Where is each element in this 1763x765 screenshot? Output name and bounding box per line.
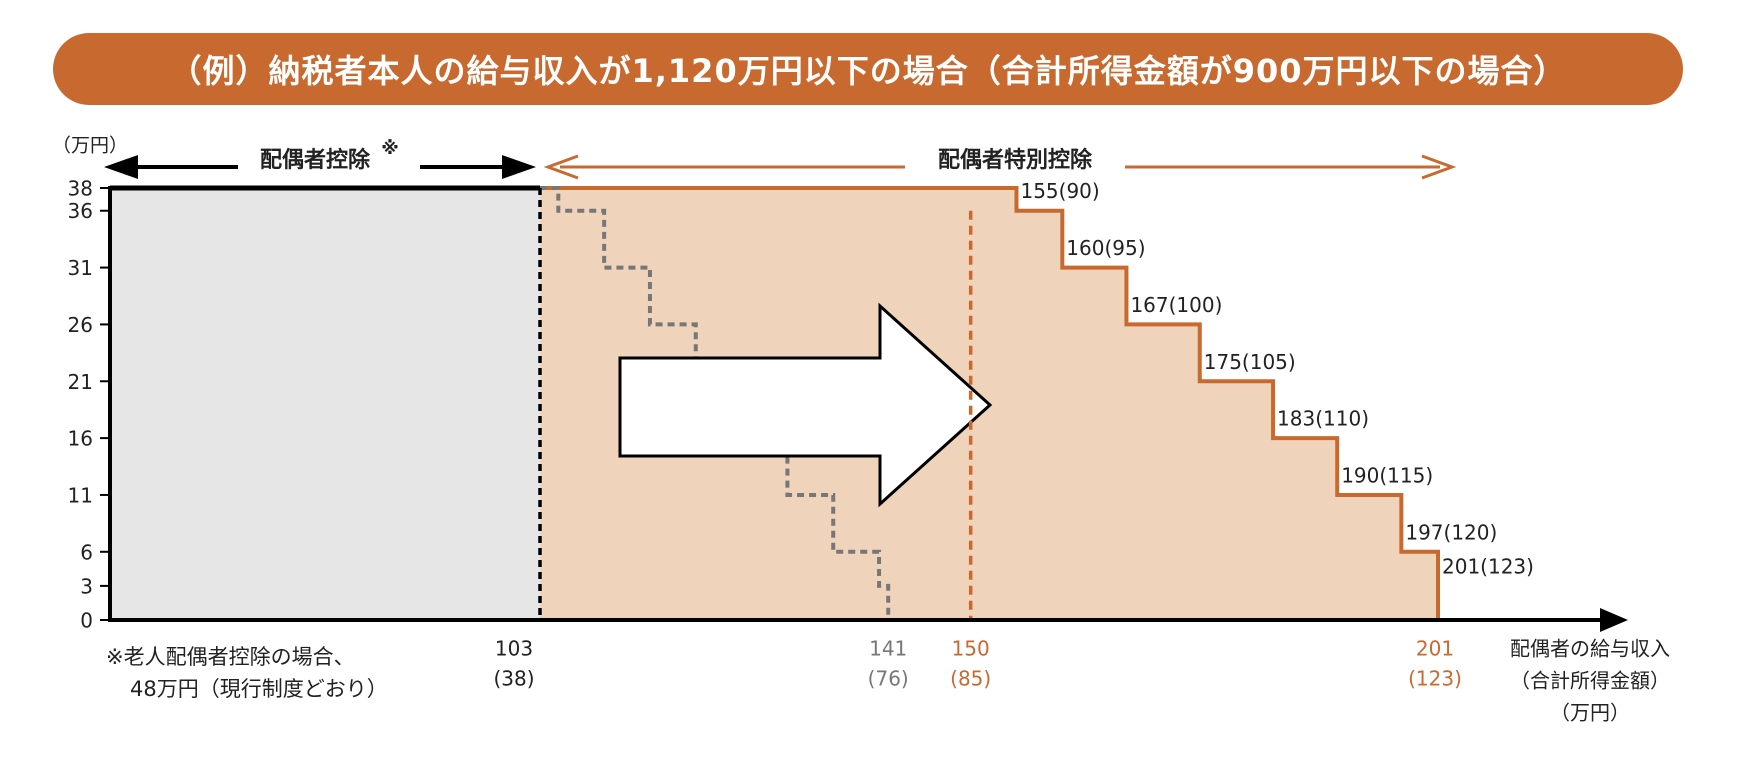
x-marker-sublabel: (123): [1408, 667, 1462, 691]
footnote-line-2: 48万円（現行制度どおり）: [130, 677, 388, 701]
step-label: 167(100): [1130, 293, 1222, 317]
step-label: 183(110): [1277, 407, 1369, 431]
shift-arrow: [618, 302, 993, 508]
spouse-deduction-arrowhead-right: [502, 155, 536, 179]
step-label: 155(90): [1020, 179, 1099, 203]
x-marker-sublabel: (76): [868, 667, 909, 691]
x-axis-arrowhead: [1600, 608, 1628, 632]
footnote-line-1: ※老人配偶者控除の場合、: [106, 645, 355, 669]
x-marker-label: 150: [952, 637, 990, 661]
special-deduction-label: 配偶者特別控除: [938, 147, 1093, 173]
x-marker-label: 201: [1416, 637, 1454, 661]
y-tick-label: 38: [68, 177, 93, 201]
y-tick-label: 6: [80, 540, 93, 564]
chart-title: （例）納税者本人の給与収入が1,120万円以下の場合（合計所得金額が900万円以…: [169, 52, 1567, 90]
chart-texts: 03611162126313638（万円）155(90)160(95)167(1…: [52, 135, 1670, 725]
x-axis-title-line-2: （合計所得金額）: [1510, 669, 1670, 693]
y-tick-label: 11: [68, 483, 93, 507]
y-tick-label: 0: [80, 609, 93, 633]
chart-axes: [100, 154, 1628, 632]
y-tick-label: 26: [68, 313, 93, 337]
special-deduction-arrowhead-right: [1421, 154, 1457, 180]
y-tick-label: 36: [68, 199, 93, 223]
spouse-deduction-arrowhead-left: [104, 155, 138, 179]
spouse-deduction-label: 配偶者控除: [260, 147, 371, 173]
step-label: 160(95): [1066, 236, 1145, 260]
step-label: 201(123): [1442, 554, 1534, 578]
special-deduction-step-line: [540, 186, 1440, 620]
y-tick-label: 21: [68, 370, 93, 394]
x-marker-label: 141: [869, 637, 907, 661]
x-axis-title-line-3: （万円）: [1550, 701, 1630, 725]
x-marker-sublabel: (85): [950, 667, 991, 691]
chart-lines: [110, 185, 1440, 620]
reference-step-line: [540, 186, 891, 620]
y-tick-label: 16: [68, 427, 93, 451]
chart-title-banner: （例）納税者本人の給与収入が1,120万円以下の場合（合計所得金額が900万円以…: [53, 33, 1683, 105]
spouse-deduction-area: [110, 188, 540, 620]
special-deduction-arrowhead-left: [543, 154, 579, 180]
step-label: 197(120): [1405, 520, 1497, 544]
y-tick-label: 31: [68, 256, 93, 280]
x-marker-label: 103: [495, 637, 533, 661]
spouse-deduction-asterisk: ※: [381, 138, 399, 159]
y-axis-unit-label: （万円）: [52, 135, 128, 157]
x-axis-title-line-1: 配偶者の給与収入: [1510, 637, 1670, 661]
x-marker-sublabel: (38): [493, 667, 534, 691]
step-label: 175(105): [1204, 350, 1296, 374]
y-tick-label: 3: [80, 574, 93, 598]
step-label: 190(115): [1341, 463, 1433, 487]
